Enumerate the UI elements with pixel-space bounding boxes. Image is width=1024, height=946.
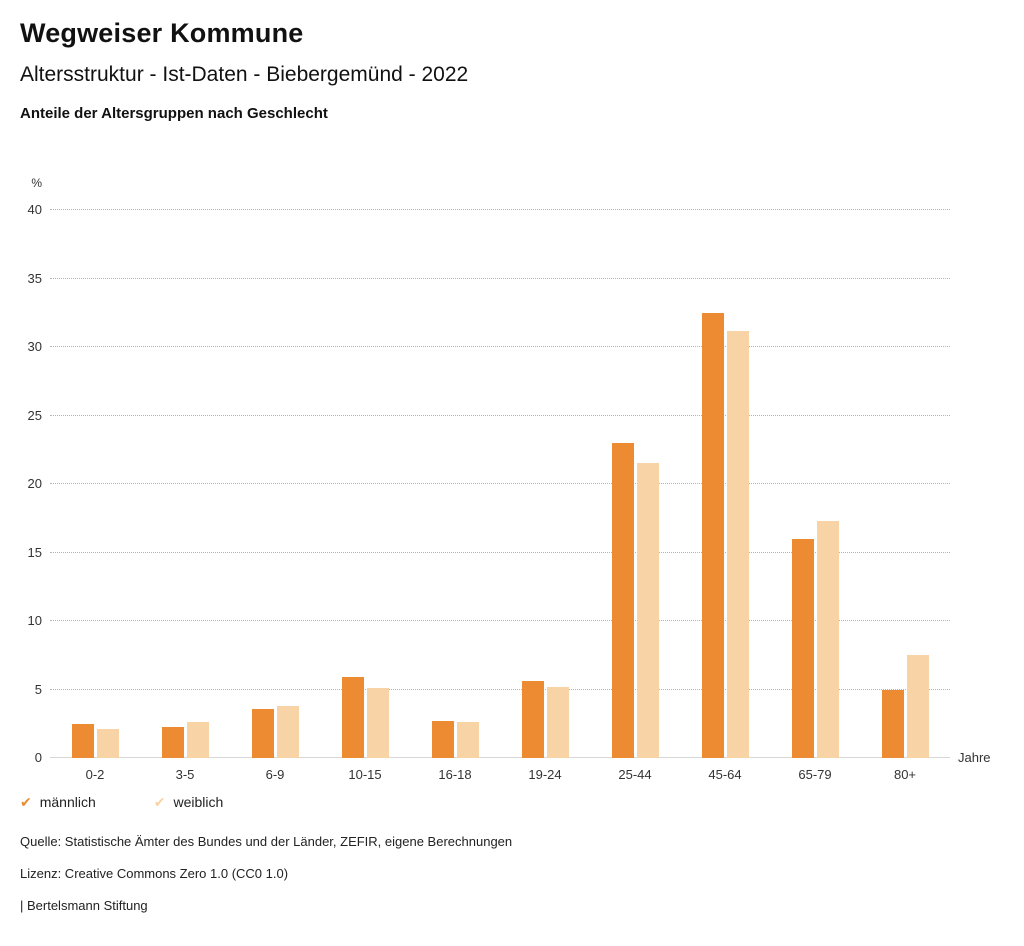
y-tick-label-0: 0: [34, 750, 42, 765]
category-group-10-15: 10-15: [320, 210, 410, 782]
category-group-80+: 80+: [860, 210, 950, 782]
bar-männlich-80+[interactable]: [881, 689, 904, 758]
bar-pair: [161, 722, 209, 758]
y-axis-unit-label: %: [31, 176, 42, 190]
x-tick-label-3-5: 3-5: [175, 767, 195, 782]
bar-männlich-19-24[interactable]: [521, 681, 544, 758]
bar-weiblich-10-15[interactable]: [366, 688, 389, 758]
y-tick-label-40: 40: [27, 202, 42, 217]
chart-legend: ✔ männlich ✔ weiblich: [20, 794, 1004, 810]
category-group-3-5: 3-5: [140, 210, 230, 782]
y-tick-label-20: 20: [27, 476, 42, 491]
legend-item-maennlich[interactable]: ✔ männlich: [20, 794, 96, 810]
bar-weiblich-45-64[interactable]: [726, 330, 749, 758]
category-group-6-9: 6-9: [230, 210, 320, 782]
bar-männlich-3-5[interactable]: [161, 726, 184, 758]
bar-männlich-45-64[interactable]: [701, 312, 724, 758]
x-tick-label-25-44: 25-44: [618, 767, 652, 782]
y-tick-label-10: 10: [27, 613, 42, 628]
bar-pair: [521, 681, 569, 758]
x-tick-label-0-2: 0-2: [85, 767, 105, 782]
y-tick-label-15: 15: [27, 544, 42, 560]
bar-pair: [71, 723, 119, 758]
bar-groups: 0-2 3-5 6-9 10-15 16-18 19-24 25-44 45-64 65-79 8…: [50, 210, 950, 782]
bar-weiblich-3-5[interactable]: [186, 722, 209, 758]
bar-chart: % Jahre 0 5 10 15 20 25 30 35 40 0-2 3-5 6-9 10-15 16…: [28, 176, 991, 782]
page-title: Wegweiser Kommune: [20, 18, 304, 48]
x-tick-label-6-9: 6-9: [265, 767, 285, 782]
chart-footer: Quelle: Statistische Ämter des Bundes un…: [20, 834, 1004, 913]
gridline-0: [50, 757, 950, 758]
x-tick-label-19-24: 19-24: [528, 767, 562, 782]
x-tick-label-45-64: 45-64: [708, 767, 742, 782]
category-group-65-79: 65-79: [770, 210, 860, 782]
chart-subtitle: Altersstruktur - Ist-Daten - Biebergemün…: [20, 63, 469, 86]
y-tick-label-5: 5: [34, 681, 42, 697]
x-tick-label-80+: 80+: [893, 767, 917, 782]
x-axis-unit-label: Jahre: [958, 750, 991, 765]
chart-plot-area: % Jahre 0 5 10 15 20 25 30 35 40 0-2 3-5 6-9 10-15 16…: [28, 176, 991, 782]
checkmark-icon: ✔: [153, 794, 166, 810]
bar-pair: [431, 721, 479, 758]
bar-pair: [701, 312, 749, 758]
category-group-16-18: 16-18: [410, 210, 500, 782]
bar-weiblich-19-24[interactable]: [546, 686, 569, 758]
gridline-30: [50, 346, 950, 347]
category-group-25-44: 25-44: [590, 210, 680, 782]
checkmark-icon: ✔: [20, 794, 32, 810]
bar-weiblich-65-79[interactable]: [816, 521, 839, 758]
bar-männlich-16-18[interactable]: [431, 721, 454, 758]
legend-label: weiblich: [173, 794, 224, 810]
source-text: Quelle: Statistische Ämter des Bundes un…: [20, 834, 513, 849]
y-tick-label-25: 25: [27, 407, 42, 423]
bar-weiblich-6-9[interactable]: [276, 705, 299, 758]
gridline-25: [50, 414, 950, 416]
bar-männlich-6-9[interactable]: [251, 708, 274, 758]
x-tick-label-65-79: 65-79: [798, 767, 832, 782]
bar-pair: [341, 677, 389, 758]
bar-pair: [611, 442, 659, 758]
category-group-0-2: 0-2: [50, 210, 140, 782]
gridline-20: [50, 483, 950, 484]
gridline-35: [50, 277, 950, 279]
gridline-15: [50, 551, 950, 553]
page: Wegweiser Kommune Altersstruktur - Ist-D…: [20, 18, 1004, 913]
license-text: Lizenz: Creative Commons Zero 1.0 (CC0 1…: [20, 866, 289, 881]
gridline-40: [50, 209, 950, 210]
x-tick-label-16-18: 16-18: [438, 767, 472, 782]
gridline-5: [50, 688, 950, 690]
gridline-10: [50, 620, 950, 621]
bar-männlich-25-44[interactable]: [611, 442, 634, 758]
bar-pair: [251, 705, 299, 758]
bar-weiblich-16-18[interactable]: [456, 722, 479, 758]
bar-weiblich-25-44[interactable]: [636, 463, 659, 758]
bar-männlich-10-15[interactable]: [341, 677, 364, 758]
y-tick-label-30: 30: [27, 339, 42, 354]
category-group-45-64: 45-64: [680, 210, 770, 782]
chart-heading: Anteile der Altersgruppen nach Geschlech…: [20, 105, 328, 122]
bar-weiblich-80+[interactable]: [906, 655, 929, 758]
category-group-19-24: 19-24: [500, 210, 590, 782]
attribution-text: | Bertelsmann Stiftung: [20, 898, 148, 913]
bar-pair: [881, 655, 929, 758]
legend-item-weiblich[interactable]: ✔ weiblich: [154, 794, 224, 810]
legend-label: männlich: [39, 794, 96, 810]
bar-pair: [791, 521, 839, 758]
x-tick-label-10-15: 10-15: [348, 767, 382, 782]
bar-männlich-0-2[interactable]: [71, 723, 94, 758]
bar-weiblich-0-2[interactable]: [96, 729, 119, 758]
y-tick-label-35: 35: [27, 270, 42, 286]
bar-männlich-65-79[interactable]: [791, 538, 814, 758]
